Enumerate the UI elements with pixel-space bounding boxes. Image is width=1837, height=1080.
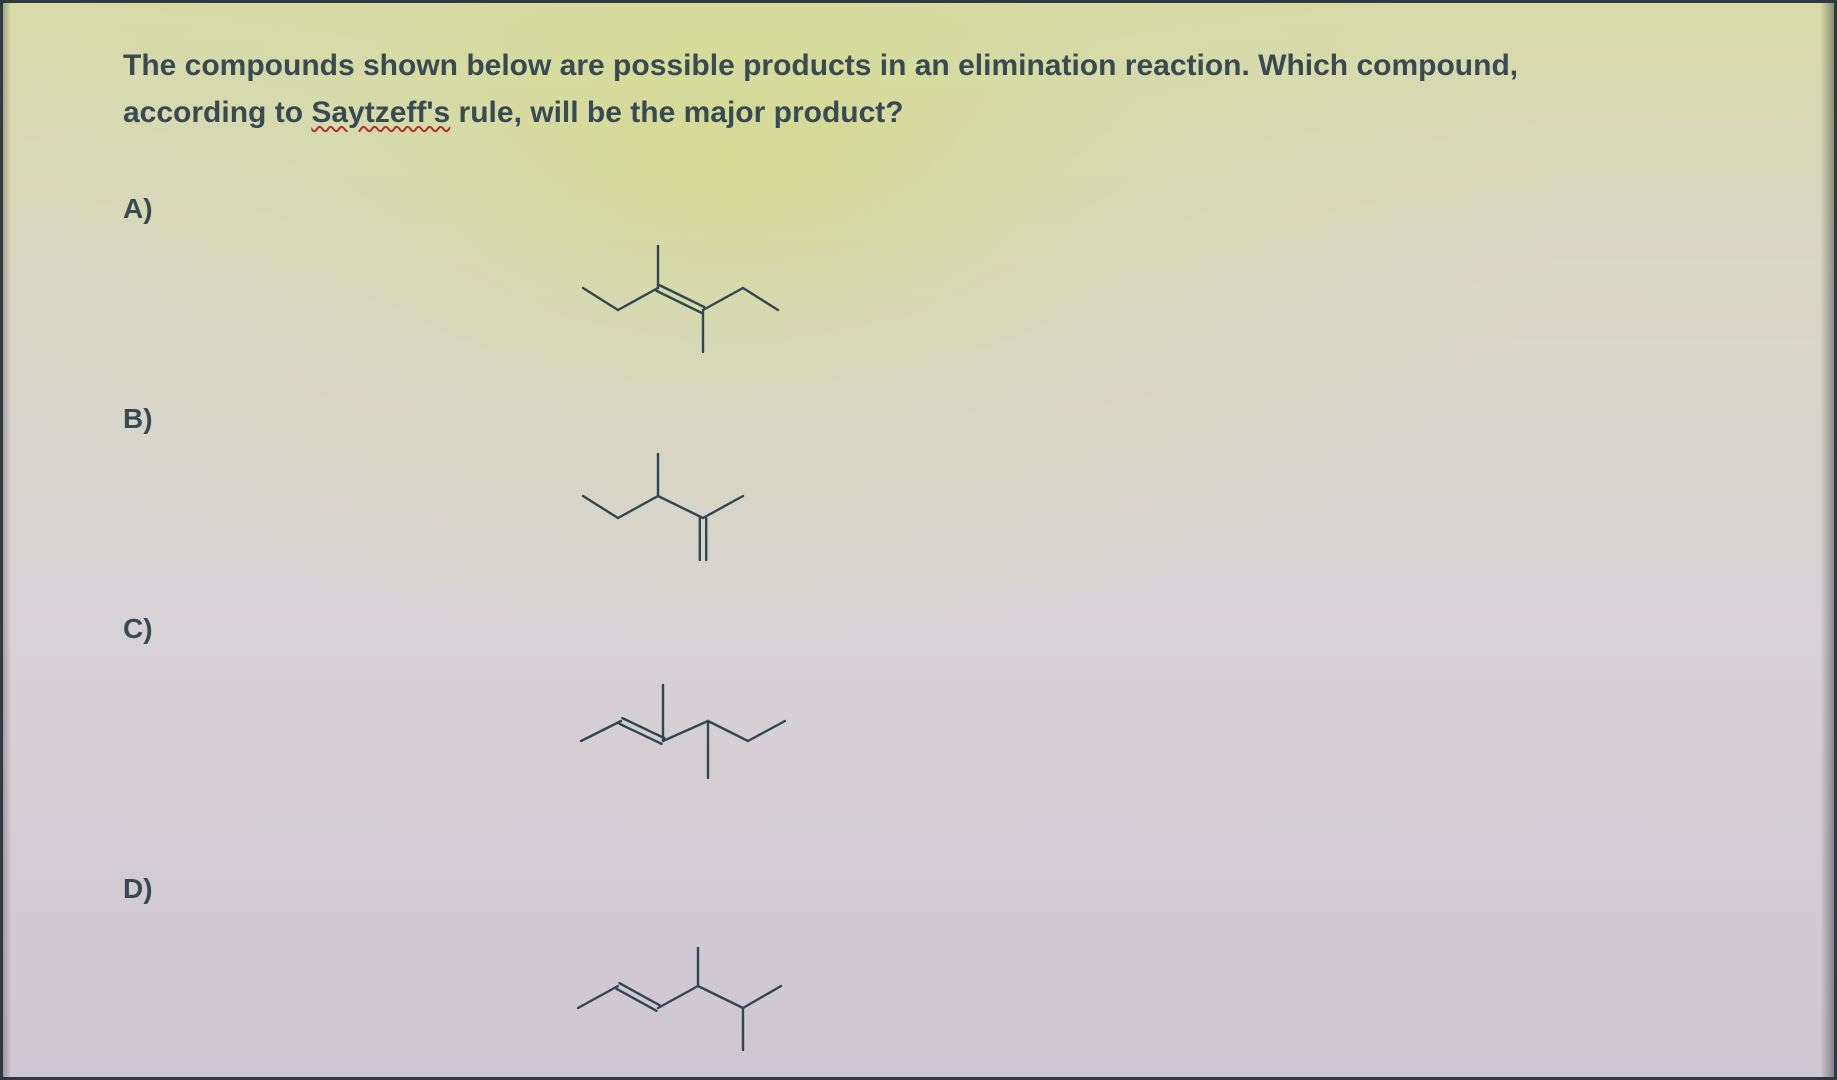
question-line2a: according to bbox=[123, 96, 311, 129]
molecule-a-svg bbox=[563, 228, 823, 378]
option-b-label[interactable]: B) bbox=[123, 403, 153, 435]
option-c-label[interactable]: C) bbox=[123, 613, 153, 645]
molecule-d bbox=[563, 928, 823, 1078]
screen-left-vignette bbox=[3, 3, 11, 1077]
molecule-c bbox=[563, 663, 823, 813]
molecule-a bbox=[563, 228, 823, 378]
option-a-label[interactable]: A) bbox=[123, 193, 153, 225]
question-text: The compounds shown below are possible p… bbox=[123, 43, 1723, 136]
molecule-d-svg bbox=[563, 928, 823, 1078]
option-d-label[interactable]: D) bbox=[123, 873, 153, 905]
molecule-b-svg bbox=[563, 438, 823, 588]
question-line1: The compounds shown below are possible p… bbox=[123, 49, 1518, 82]
molecule-b bbox=[563, 438, 823, 588]
question-underlined: Saytzeff's bbox=[311, 96, 450, 129]
question-line2b: rule, will be the major product? bbox=[450, 96, 903, 129]
exam-screen: The compounds shown below are possible p… bbox=[0, 0, 1837, 1080]
question-block: The compounds shown below are possible p… bbox=[123, 43, 1754, 136]
screen-right-vignette bbox=[1820, 3, 1834, 1077]
molecule-c-svg bbox=[563, 663, 823, 813]
